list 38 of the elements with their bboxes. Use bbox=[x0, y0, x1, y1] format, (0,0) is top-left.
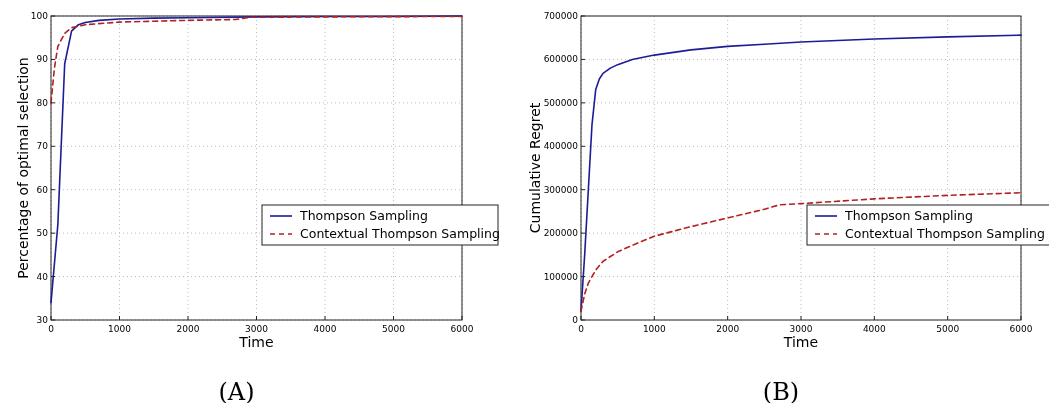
x-tick-label: 1000 bbox=[642, 324, 667, 334]
y-axis-title: Percentage of optimal selection bbox=[15, 57, 31, 279]
text: (A) bbox=[218, 378, 255, 403]
x-axis-title: Time bbox=[782, 334, 819, 350]
y-tick-label: 80 bbox=[36, 97, 49, 108]
y-tick-label: 0 bbox=[572, 315, 579, 325]
y-tick-label: 400000 bbox=[543, 141, 579, 152]
x-tick-label: 1000 bbox=[108, 324, 132, 334]
y-tick-label: 100000 bbox=[543, 271, 579, 282]
x-tick-label: 6000 bbox=[450, 324, 474, 334]
y-tick-label: 40 bbox=[36, 271, 49, 282]
y-tick-label: 90 bbox=[36, 54, 49, 65]
legend-label: Contextual Thompson Sampling bbox=[300, 226, 500, 241]
y-tick-label: 500000 bbox=[543, 97, 579, 108]
y-tick-label: 700000 bbox=[543, 11, 579, 21]
x-tick-label: 2000 bbox=[716, 324, 740, 334]
legend-label: Thompson Sampling bbox=[299, 208, 428, 223]
legend-label: Thompson Sampling bbox=[844, 208, 973, 223]
legend-label: Contextual Thompson Sampling bbox=[845, 226, 1045, 241]
text: (B) bbox=[762, 378, 800, 403]
x-tick-label: 6000 bbox=[1009, 324, 1033, 334]
x-axis-title: Time bbox=[238, 334, 274, 350]
x-tick-label: 5000 bbox=[936, 324, 960, 334]
y-tick-label: 70 bbox=[36, 141, 49, 152]
x-tick-label: 2000 bbox=[176, 324, 200, 334]
y-tick-label: 50 bbox=[36, 228, 49, 239]
x-tick-label: 4000 bbox=[862, 324, 887, 334]
y-tick-label: 600000 bbox=[543, 54, 579, 65]
y-tick-label: 30 bbox=[36, 315, 49, 325]
y-axis-title: Cumulative Regret bbox=[527, 102, 543, 234]
y-tick-label: 100 bbox=[30, 11, 49, 21]
y-tick-label: 200000 bbox=[543, 228, 579, 239]
y-tick-label: 60 bbox=[36, 184, 49, 195]
x-tick-label: 5000 bbox=[382, 324, 406, 334]
x-tick-label: 4000 bbox=[313, 324, 337, 334]
x-tick-label: 3000 bbox=[789, 324, 813, 334]
y-tick-label: 300000 bbox=[543, 184, 579, 195]
x-tick-label: 3000 bbox=[245, 324, 269, 334]
